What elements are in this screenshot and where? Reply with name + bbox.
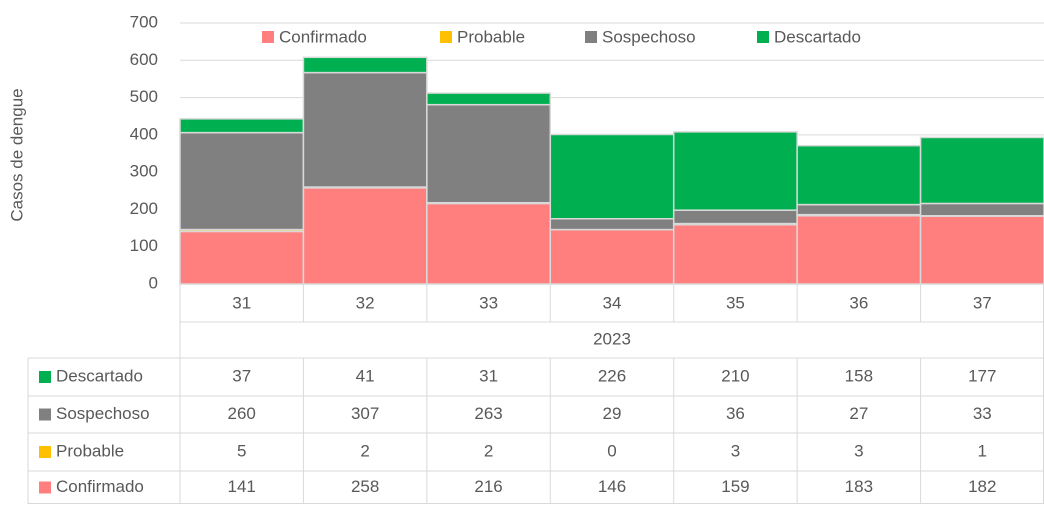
y-tick-label: 200 (130, 199, 158, 218)
bar-segment (427, 105, 550, 203)
bar-segment (921, 203, 1044, 215)
table-cell: 216 (474, 477, 502, 496)
table-cell: 258 (351, 477, 379, 496)
x-tick-label: 31 (232, 293, 251, 312)
table-cell: 3 (731, 441, 740, 460)
bar-segment (674, 225, 797, 284)
table-cell: 37 (232, 366, 251, 385)
bar-segment (921, 137, 1044, 203)
legend-label: Descartado (774, 27, 861, 46)
bar-segment (303, 188, 426, 284)
x-tick-label: 37 (973, 293, 992, 312)
bar-segment (180, 231, 303, 284)
table-cell: 2 (360, 441, 369, 460)
bar-segment (797, 205, 920, 215)
x-tick-label: 33 (479, 293, 498, 312)
table-row-label: Probable (56, 441, 124, 460)
table-cell: 260 (228, 404, 256, 423)
legend-swatch (440, 31, 452, 43)
table-cell: 3 (854, 441, 863, 460)
legend-label: Confirmado (279, 27, 367, 46)
table-legend-swatch (39, 482, 51, 494)
table-cell: 177 (968, 366, 996, 385)
table-cell: 2 (484, 441, 493, 460)
table-cell: 183 (845, 477, 873, 496)
bar-segment (550, 134, 673, 218)
bar-segment (303, 57, 426, 72)
legend-label: Probable (457, 27, 525, 46)
table-cell: 141 (228, 477, 256, 496)
y-tick-label: 500 (130, 87, 158, 106)
legend-swatch (757, 31, 769, 43)
table-cell: 307 (351, 404, 379, 423)
bar-segment (674, 132, 797, 210)
legend-swatch (585, 31, 597, 43)
table-cell: 146 (598, 477, 626, 496)
table-row-label: Sospechoso (56, 404, 150, 423)
y-tick-label: 0 (149, 273, 158, 292)
table-cell: 41 (356, 366, 375, 385)
y-axis-title: Casos de dengue (7, 88, 26, 221)
legend-label: Sospechoso (602, 27, 696, 46)
table-cell: 182 (968, 477, 996, 496)
table-cell: 27 (849, 404, 868, 423)
legend-swatch (262, 31, 274, 43)
table-cell: 36 (726, 404, 745, 423)
table-legend-swatch (39, 446, 51, 458)
table-legend-swatch (39, 409, 51, 421)
bar-segment (303, 73, 426, 187)
table-cell: 159 (721, 477, 749, 496)
table-row-label: Descartado (56, 366, 143, 385)
bar-segment (180, 133, 303, 230)
bar-segment (427, 203, 550, 284)
y-tick-label: 700 (130, 12, 158, 31)
table-cell: 0 (607, 441, 616, 460)
x-tick-label: 36 (849, 293, 868, 312)
table-cell: 33 (973, 404, 992, 423)
table-cell: 1 (978, 441, 987, 460)
bar-segment (550, 230, 673, 284)
table-legend-swatch (39, 371, 51, 383)
table-cell: 226 (598, 366, 626, 385)
bar-segment (180, 119, 303, 133)
y-tick-label: 400 (130, 124, 158, 143)
y-tick-label: 300 (130, 162, 158, 181)
x-tick-label: 32 (356, 293, 375, 312)
bar-segment (427, 93, 550, 105)
table-cell: 263 (474, 404, 502, 423)
group-label: 2023 (593, 329, 631, 348)
table-cell: 29 (603, 404, 622, 423)
bar-segment (797, 216, 920, 284)
bar-segment (674, 210, 797, 223)
bar-segment (550, 219, 673, 230)
x-tick-label: 35 (726, 293, 745, 312)
y-tick-label: 600 (130, 50, 158, 69)
x-tick-label: 34 (603, 293, 622, 312)
bar-segment (797, 146, 920, 205)
table-cell: 5 (237, 441, 246, 460)
table-cell: 31 (479, 366, 498, 385)
table-cell: 158 (845, 366, 873, 385)
bar-segment (921, 216, 1044, 284)
table-cell: 210 (721, 366, 749, 385)
table-row-label: Confirmado (56, 477, 144, 496)
y-tick-label: 100 (130, 236, 158, 255)
